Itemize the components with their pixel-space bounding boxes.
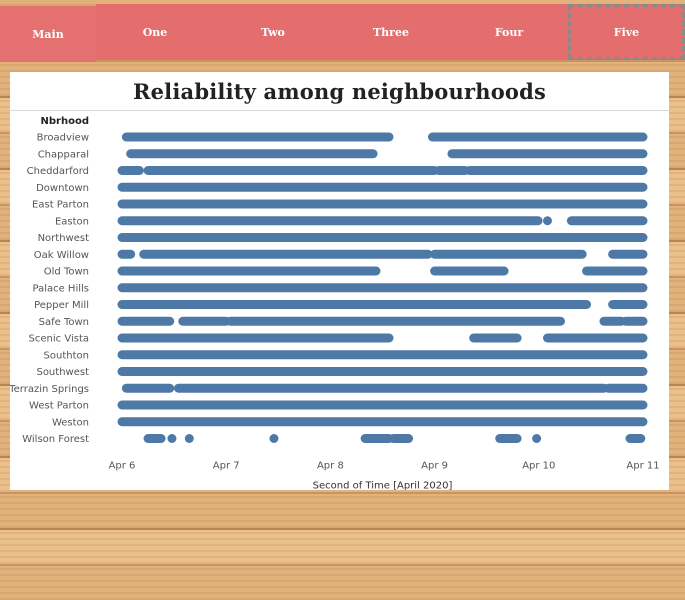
row-label-weston: Weston: [52, 417, 89, 428]
row-label-east-parton: East Parton: [32, 200, 89, 211]
mark-easton-point-0[interactable]: [542, 216, 552, 226]
mark-terrazin-springs-segment-1[interactable]: [173, 383, 609, 393]
mark-broadview-segment-1[interactable]: [427, 132, 648, 142]
row-label-easton: Easton: [55, 216, 89, 227]
mark-wilson-forest-segment-2[interactable]: [388, 434, 414, 443]
x-tick-label: Apr 9: [421, 460, 448, 471]
mark-southton-segment-0[interactable]: [117, 350, 648, 360]
mark-wilson-forest-segment-4[interactable]: [625, 434, 646, 443]
mark-cheddarford-segment-2[interactable]: [434, 166, 470, 175]
row-label-wilson-forest: Wilson Forest: [22, 434, 89, 445]
x-axis-title: Second of Time [April 2020]: [313, 480, 453, 490]
mark-downtown-segment-0[interactable]: [117, 182, 648, 192]
dashboard-panel: Reliability among neighbourhoods Nbrhood…: [10, 72, 669, 490]
tab-main[interactable]: Main: [0, 6, 96, 62]
mark-safe-town-segment-2[interactable]: [226, 316, 566, 326]
row-label-scenic-vista: Scenic Vista: [29, 334, 89, 345]
mark-southwest-segment-0[interactable]: [117, 367, 648, 376]
row-label-pepper-mill: Pepper Mill: [34, 300, 89, 311]
x-tick-label: Apr 7: [213, 460, 240, 471]
mark-wilson-forest-segment-1[interactable]: [360, 434, 394, 443]
mark-oak-willow-segment-2[interactable]: [430, 249, 587, 259]
mark-cheddarford-segment-1[interactable]: [143, 166, 440, 175]
mark-scenic-vista-segment-0[interactable]: [117, 333, 394, 343]
mark-old-town-segment-0[interactable]: [117, 266, 381, 276]
mark-old-town-segment-2[interactable]: [582, 266, 648, 276]
mark-oak-willow-segment-1[interactable]: [139, 249, 433, 259]
row-label-safe-town: Safe Town: [39, 317, 89, 328]
row-label-oak-willow: Oak Willow: [34, 250, 89, 261]
mark-pepper-mill-segment-1[interactable]: [608, 300, 648, 309]
mark-wilson-forest-point-3[interactable]: [532, 434, 542, 443]
mark-east-parton-segment-0[interactable]: [117, 199, 648, 209]
row-label-palace-hills: Palace Hills: [32, 283, 89, 294]
mark-terrazin-springs-segment-2[interactable]: [603, 383, 648, 393]
row-label-northwest: Northwest: [38, 233, 90, 244]
mark-wilson-forest-point-1[interactable]: [184, 434, 194, 443]
chart-title: Reliability among neighbourhoods: [132, 78, 547, 104]
mark-oak-willow-segment-3[interactable]: [608, 249, 648, 259]
title-box: Reliability among neighbourhoods: [10, 72, 669, 111]
mark-wilson-forest-point-0[interactable]: [167, 434, 177, 443]
mark-pepper-mill-segment-0[interactable]: [117, 300, 592, 309]
row-header: Nbrhood: [41, 116, 89, 127]
tab-five[interactable]: Five: [568, 4, 685, 60]
mark-safe-town-segment-1[interactable]: [178, 316, 231, 326]
row-label-terrazin-springs: Terrazin Springs: [10, 384, 89, 395]
row-label-broadview: Broadview: [37, 133, 89, 144]
mark-easton-segment-1[interactable]: [566, 216, 648, 226]
mark-terrazin-springs-segment-0[interactable]: [121, 383, 175, 393]
tab-three[interactable]: Three: [332, 4, 450, 60]
x-axis: Apr 6 Apr 7 Apr 8 Apr 9 Apr 10 Apr 11: [109, 460, 660, 471]
mark-weston-segment-0[interactable]: [117, 417, 648, 427]
mark-palace-hills-segment-0[interactable]: [117, 283, 648, 293]
row-label-old-town: Old Town: [44, 267, 89, 278]
mark-cheddarford-segment-3[interactable]: [464, 166, 648, 175]
mark-safe-town-segment-0[interactable]: [117, 316, 175, 326]
mark-wilson-forest-point-2[interactable]: [269, 434, 279, 443]
mark-wilson-forest-segment-0[interactable]: [143, 434, 166, 443]
mark-scenic-vista-segment-1[interactable]: [469, 333, 522, 343]
reliability-chart: Nbrhood Broadview Chapparal Cheddarford Dow…: [10, 116, 660, 490]
row-label-southton: Southton: [44, 350, 89, 361]
row-label-southwest: Southwest: [36, 367, 89, 378]
mark-wilson-forest-segment-3[interactable]: [495, 434, 522, 443]
row-label-downtown: Downtown: [36, 183, 89, 194]
tab-one[interactable]: One: [96, 4, 214, 60]
x-tick-label: Apr 6: [109, 460, 136, 471]
mark-oak-willow-segment-0[interactable]: [117, 249, 136, 259]
tab-four[interactable]: Four: [450, 4, 568, 60]
mark-northwest-segment-0[interactable]: [117, 233, 648, 242]
row-label-chapparal: Chapparal: [38, 149, 89, 160]
mark-safe-town-segment-3[interactable]: [599, 316, 626, 326]
mark-cheddarford-segment-0[interactable]: [117, 166, 144, 175]
top-navigation: Main One Two Three Four Five: [0, 0, 685, 62]
mark-chapparal-segment-1[interactable]: [447, 149, 648, 159]
x-tick-label: Apr 8: [317, 460, 344, 471]
row-label-west-parton: West Parton: [29, 401, 89, 412]
row-label-cheddarford: Cheddarford: [27, 166, 89, 177]
tab-two[interactable]: Two: [214, 4, 332, 60]
x-tick-label: Apr 11: [626, 460, 659, 471]
mark-west-parton-segment-0[interactable]: [117, 400, 648, 410]
mark-easton-segment-0[interactable]: [117, 216, 543, 226]
rows-group: Broadview Chapparal Cheddarford Downtown Eas…: [10, 132, 648, 445]
mark-scenic-vista-segment-2[interactable]: [542, 333, 648, 343]
mark-chapparal-segment-0[interactable]: [126, 149, 378, 159]
mark-old-town-segment-1[interactable]: [430, 266, 509, 276]
x-tick-label: Apr 10: [522, 460, 555, 471]
mark-safe-town-segment-4[interactable]: [621, 316, 648, 326]
mark-broadview-segment-0[interactable]: [121, 132, 394, 142]
